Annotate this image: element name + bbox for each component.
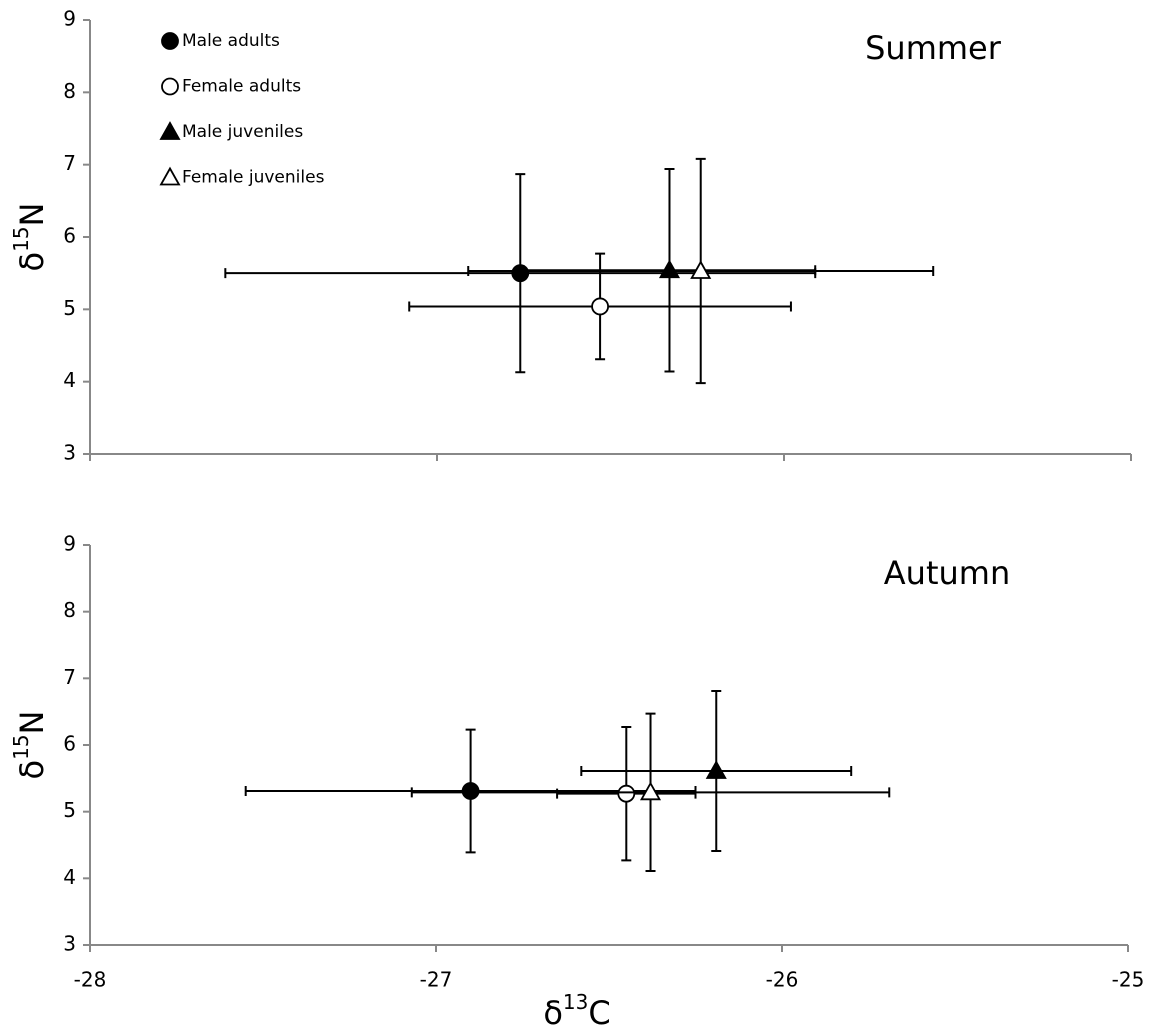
label-superscript: 15 (9, 734, 33, 759)
y-tick-label: 6 (63, 224, 76, 248)
marker (591, 297, 609, 316)
legend-label: Male juveniles (182, 122, 303, 142)
label-superscript: 15 (9, 226, 33, 251)
label-superscript: 13 (563, 990, 588, 1014)
y-tick-label: 9 (63, 532, 76, 556)
y-tick-label: 3 (63, 441, 76, 465)
panel-title: Summer (865, 29, 1002, 67)
label-element: N (13, 203, 51, 227)
legend-marker (161, 77, 179, 96)
marker (511, 264, 530, 283)
legend-marker (159, 166, 181, 186)
y-tick-label: 7 (63, 151, 76, 175)
y-tick-label: 8 (63, 79, 76, 103)
y-tick-label: 6 (63, 732, 76, 756)
y-axis-label: δ15N (9, 711, 52, 780)
marker (617, 784, 636, 803)
y-tick-label: 7 (63, 665, 76, 689)
legend-marker (159, 121, 181, 140)
x-tick-label: -27 (420, 968, 453, 992)
marker (639, 781, 662, 801)
y-tick-label: 5 (63, 296, 76, 320)
label-element: N (13, 711, 51, 735)
x-tick-label: -28 (74, 968, 107, 992)
label-symbol: δ (13, 760, 51, 780)
y-tick-label: 3 (63, 932, 76, 956)
y-tick-label: 4 (63, 865, 76, 889)
label-element: C (588, 994, 610, 1032)
legend-marker (161, 32, 179, 50)
y-tick-label: 9 (63, 7, 76, 31)
marker (461, 782, 480, 800)
marker (690, 260, 712, 279)
label-symbol: δ (543, 994, 563, 1032)
y-axis-label: δ15N (9, 203, 52, 272)
legend-label: Female juveniles (182, 168, 325, 188)
x-tick-label: -25 (1112, 968, 1145, 992)
y-tick-label: 8 (63, 598, 76, 622)
legend-label: Male adults (182, 31, 280, 51)
panel-title: Autumn (884, 554, 1010, 592)
x-axis-label: δ13C (543, 990, 610, 1033)
legend-label: Female adults (182, 77, 301, 97)
x-tick-label: -26 (766, 968, 799, 992)
y-tick-label: 5 (63, 798, 76, 822)
y-tick-label: 4 (63, 368, 76, 392)
marker (705, 760, 727, 779)
label-symbol: δ (13, 252, 51, 272)
marker (658, 259, 681, 279)
